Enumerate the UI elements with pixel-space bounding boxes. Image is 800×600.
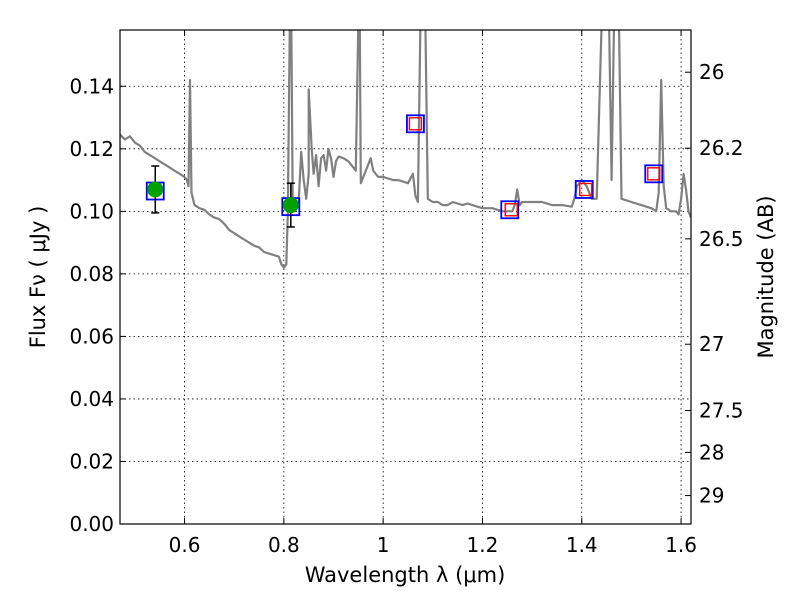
mag-tick-label: 26 (699, 60, 724, 84)
x-tick-label: 1 (377, 533, 390, 557)
mag-tick-label: 28 (699, 440, 724, 464)
spectrum-layer (120, 30, 691, 269)
points-layer (145, 114, 664, 228)
model-spectrum-line (120, 30, 691, 269)
observed-point (282, 197, 299, 214)
ticks: 0.6 0.8 1 1.2 1.4 1.6 0.00 0.02 0.04 0.06 0.08 0.10… (69, 30, 744, 557)
mag-tick-label: 26.5 (699, 227, 744, 251)
upper-limit-box (579, 182, 593, 197)
y-tick-label: 0.00 (69, 512, 114, 536)
upper-limit-box (647, 167, 661, 181)
model-photometry-box (406, 114, 425, 134)
y-tick-label: 0.14 (69, 74, 114, 98)
model-photometry-box (644, 164, 664, 184)
mag-tick-label: 29 (699, 484, 724, 508)
y-tick-label: 0.10 (69, 199, 114, 223)
observed-point (147, 181, 164, 198)
mag-tick-label: 27 (699, 332, 724, 356)
mag-tick-label: 27.5 (699, 399, 744, 423)
plot-frame (119, 29, 692, 525)
upper-limit-box (408, 117, 423, 131)
x-axis-label: Wavelength λ (μm) (305, 563, 506, 587)
y-tick-label: 0.02 (69, 449, 114, 473)
grid (120, 30, 691, 525)
y-tick-label: 0.04 (69, 387, 114, 411)
x-tick-label: 0.6 (169, 533, 201, 557)
y-tick-label: 0.08 (69, 262, 114, 286)
model-photometry-box (574, 180, 594, 199)
x-tick-label: 1.6 (665, 533, 697, 557)
x-tick-label: 1.2 (467, 533, 499, 557)
y-tick-label: 0.12 (69, 137, 114, 161)
upper-limit-box (504, 203, 518, 217)
mag-tick-label: 26.2 (699, 136, 744, 160)
model-photometry-box (500, 200, 520, 220)
y2-axis-label: Magnitude (AB) (754, 195, 778, 358)
y-tick-label: 0.06 (69, 324, 114, 348)
x-tick-label: 0.8 (268, 533, 300, 557)
x-tick-label: 1.4 (566, 533, 598, 557)
y-axis-label: Flux Fν ( μJy ) (26, 206, 50, 349)
